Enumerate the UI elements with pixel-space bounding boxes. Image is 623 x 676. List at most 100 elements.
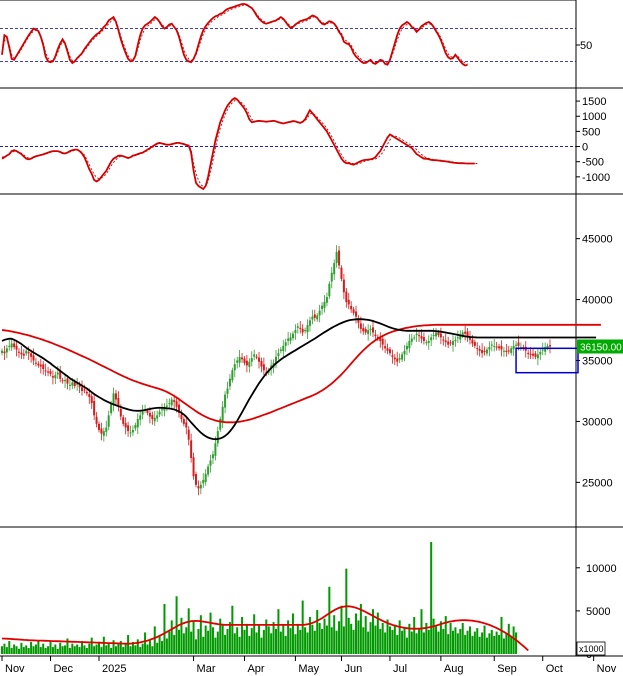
price-candle (255, 354, 258, 360)
price-candle (93, 394, 96, 420)
price-candle (185, 416, 188, 435)
volume-bar (371, 609, 374, 654)
volume-bar (425, 622, 428, 654)
rsi-main-line (1, 3, 468, 67)
candle-body (321, 305, 324, 310)
candle-body (546, 345, 549, 348)
price-candle (289, 332, 292, 345)
price-candle (61, 377, 64, 384)
candle-body (328, 283, 331, 297)
volume-bar (347, 617, 350, 654)
volume-bar (119, 641, 122, 654)
price-candle (112, 387, 115, 412)
x-tick-label: Nov (597, 663, 617, 675)
volume-bar (148, 640, 151, 654)
candle-body (442, 339, 445, 341)
price-candle (388, 346, 391, 356)
price-candle (156, 410, 159, 423)
candle-body (258, 357, 261, 362)
volume-bar (454, 627, 457, 654)
price-candle (512, 340, 515, 356)
price-candle (197, 480, 200, 496)
candle-body (17, 351, 20, 353)
volume-bar (255, 632, 258, 654)
price-candle (495, 341, 498, 351)
price-candle (127, 421, 130, 437)
price-candle (335, 245, 338, 268)
candle-body (228, 378, 231, 387)
price-candle (447, 336, 450, 349)
price-candle (122, 414, 125, 427)
x-tick-label: 2025 (102, 663, 126, 675)
volume-bar (47, 646, 50, 654)
volume-bar (427, 629, 430, 654)
volume-bar (272, 622, 275, 654)
candle-body (151, 415, 154, 419)
candle-body (430, 337, 433, 341)
candle-body (10, 343, 13, 348)
volume-bar (413, 616, 416, 654)
volume-bar (42, 643, 45, 654)
price-candle (90, 392, 93, 409)
price-candle (427, 335, 430, 350)
volume-bar (430, 541, 433, 654)
volume-bar (163, 604, 166, 654)
volume-bar (466, 630, 469, 654)
price-candle (192, 452, 195, 480)
volume-bar (483, 625, 486, 654)
price-candle (37, 361, 40, 368)
candle-body (124, 423, 127, 428)
price-candle (44, 363, 47, 377)
candle-body (255, 356, 258, 358)
volume-bar (27, 647, 30, 654)
candle-body (112, 393, 115, 405)
candle-body (485, 349, 488, 354)
price-candle (330, 267, 333, 289)
volume-bar (308, 616, 311, 654)
volume-bar (20, 642, 23, 654)
candle-body (185, 422, 188, 428)
candle-body (461, 332, 464, 336)
candle-body (468, 337, 471, 340)
price-candle (20, 345, 23, 360)
price-candle (100, 422, 103, 441)
x-tick-label: Aug (444, 663, 464, 675)
volume-bar (328, 586, 331, 654)
candle-body (209, 460, 212, 466)
price-candle (311, 309, 314, 325)
price-candle (260, 357, 263, 373)
price-candle (452, 335, 455, 352)
price-candle (231, 367, 234, 383)
volume-bar (437, 631, 440, 654)
price-candle (481, 343, 484, 358)
price-candle (464, 326, 467, 341)
candle-body (131, 429, 134, 433)
candle-body (107, 415, 110, 427)
price-candle (81, 380, 84, 396)
price-candle (182, 416, 185, 427)
volume-bar (141, 643, 144, 654)
candle-body (194, 474, 197, 485)
candle-body (466, 331, 469, 337)
volume-bar (238, 636, 241, 654)
candle-body (287, 338, 290, 341)
volume-bar (279, 631, 282, 654)
volume-bar (8, 641, 11, 654)
price-candle (294, 324, 297, 340)
price-candle (510, 345, 513, 356)
candle-body (3, 351, 6, 354)
candle-body (241, 357, 244, 360)
volume-bar (282, 624, 285, 654)
candle-body (110, 403, 113, 414)
price-candle (355, 305, 358, 324)
volume-bar (449, 622, 452, 654)
price-candle (117, 391, 120, 412)
candle-body (59, 370, 62, 379)
candle-body (452, 341, 455, 345)
volume-bar (214, 637, 217, 654)
volume-bar (350, 623, 353, 654)
price-candle (275, 350, 277, 369)
candle-body (355, 311, 358, 317)
candle-body (384, 346, 387, 349)
candle-body (301, 328, 304, 333)
